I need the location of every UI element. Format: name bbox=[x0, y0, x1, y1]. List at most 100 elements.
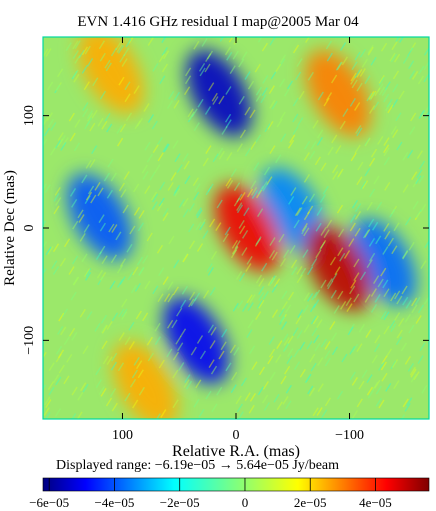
noise-streak bbox=[174, 188, 181, 197]
noise-streak bbox=[174, 153, 181, 163]
map-feature bbox=[112, 341, 179, 419]
noise-streak bbox=[289, 134, 296, 144]
noise-streak bbox=[268, 336, 275, 345]
noise-streak bbox=[393, 222, 400, 232]
noise-streak bbox=[135, 310, 142, 320]
noise-streak bbox=[241, 247, 248, 256]
noise-streak bbox=[268, 85, 275, 95]
noise-streak bbox=[199, 218, 207, 228]
noise-streak bbox=[420, 260, 427, 269]
noise-streak bbox=[101, 120, 108, 130]
noise-streak bbox=[374, 294, 381, 303]
noise-streak bbox=[367, 389, 374, 399]
noise-streak bbox=[285, 304, 292, 314]
noise-streak bbox=[95, 379, 102, 388]
noise-streak bbox=[132, 399, 139, 409]
noise-streak bbox=[398, 317, 405, 327]
noise-streak bbox=[156, 202, 164, 212]
noise-streak bbox=[251, 190, 258, 199]
noise-streak bbox=[283, 87, 291, 97]
noise-streak bbox=[109, 388, 117, 397]
noise-streak bbox=[101, 255, 108, 265]
noise-streak bbox=[420, 203, 427, 213]
noise-streak bbox=[149, 171, 156, 181]
noise-streak bbox=[417, 355, 424, 365]
noise-streak bbox=[307, 293, 314, 302]
noise-streak bbox=[162, 212, 169, 222]
noise-streak bbox=[118, 332, 125, 341]
noise-streak bbox=[79, 308, 86, 318]
noise-streak bbox=[104, 112, 111, 122]
noise-streak bbox=[269, 145, 276, 155]
noise-streak bbox=[99, 222, 106, 232]
noise-streak bbox=[183, 86, 191, 96]
noise-streak bbox=[161, 46, 168, 56]
noise-streak bbox=[358, 380, 365, 390]
noise-streak bbox=[411, 297, 418, 307]
noise-streak bbox=[331, 74, 338, 84]
noise-streak bbox=[205, 186, 212, 196]
noise-streak bbox=[91, 109, 98, 119]
noise-streak bbox=[306, 266, 314, 276]
noise-streak bbox=[209, 287, 216, 296]
noise-streak bbox=[58, 364, 65, 374]
noise-streak bbox=[222, 233, 229, 243]
noise-streak bbox=[255, 236, 262, 246]
noise-streak bbox=[320, 162, 327, 172]
noise-streak bbox=[371, 354, 378, 364]
noise-streak bbox=[316, 207, 323, 216]
noise-streak bbox=[276, 118, 283, 128]
noise-streak bbox=[368, 157, 376, 167]
noise-streak bbox=[128, 37, 134, 44]
noise-streak bbox=[239, 129, 246, 139]
noise-streak bbox=[146, 336, 153, 346]
noise-streak bbox=[292, 327, 299, 337]
noise-streak bbox=[324, 397, 331, 407]
noise-streak bbox=[158, 53, 165, 63]
noise-streak bbox=[123, 47, 130, 57]
noise-streak bbox=[356, 82, 363, 92]
noise-streak bbox=[176, 307, 183, 317]
noise-streak bbox=[105, 62, 112, 72]
noise-streak bbox=[211, 92, 218, 102]
noise-streak bbox=[133, 206, 140, 216]
noise-streak bbox=[385, 383, 392, 392]
noise-streak bbox=[262, 75, 269, 84]
noise-streak bbox=[43, 241, 48, 249]
noise-streak bbox=[110, 172, 117, 182]
noise-streak bbox=[278, 233, 285, 243]
noise-streak bbox=[53, 205, 60, 215]
noise-streak bbox=[402, 184, 409, 193]
noise-streak bbox=[116, 264, 124, 274]
noise-streak bbox=[146, 153, 153, 163]
noise-streak bbox=[71, 255, 79, 265]
noise-streak bbox=[205, 53, 212, 62]
noise-streak bbox=[287, 291, 295, 301]
noise-streak bbox=[333, 305, 340, 314]
noise-streak bbox=[146, 232, 153, 242]
noise-streak bbox=[80, 382, 87, 392]
noise-streak bbox=[239, 225, 246, 235]
noise-streak bbox=[348, 323, 355, 333]
noise-streak bbox=[198, 62, 206, 72]
noise-streak bbox=[409, 70, 416, 79]
noise-streak bbox=[116, 125, 123, 134]
noise-streak bbox=[424, 110, 429, 119]
noise-streak bbox=[77, 209, 84, 219]
noise-streak bbox=[402, 55, 410, 64]
noise-streak bbox=[106, 321, 113, 330]
noise-streak bbox=[48, 386, 55, 396]
noise-streak bbox=[312, 407, 319, 417]
noise-streak bbox=[281, 301, 288, 310]
noise-streak bbox=[369, 105, 376, 114]
noise-streak bbox=[179, 328, 187, 338]
noise-streak bbox=[326, 52, 333, 62]
noise-streak bbox=[283, 249, 290, 259]
noise-streak bbox=[72, 69, 79, 79]
noise-streak bbox=[350, 152, 357, 162]
noise-streak bbox=[196, 209, 203, 219]
noise-streak bbox=[63, 336, 70, 346]
noise-streak bbox=[237, 300, 244, 309]
noise-streak bbox=[395, 112, 402, 122]
noise-streak bbox=[307, 385, 314, 395]
